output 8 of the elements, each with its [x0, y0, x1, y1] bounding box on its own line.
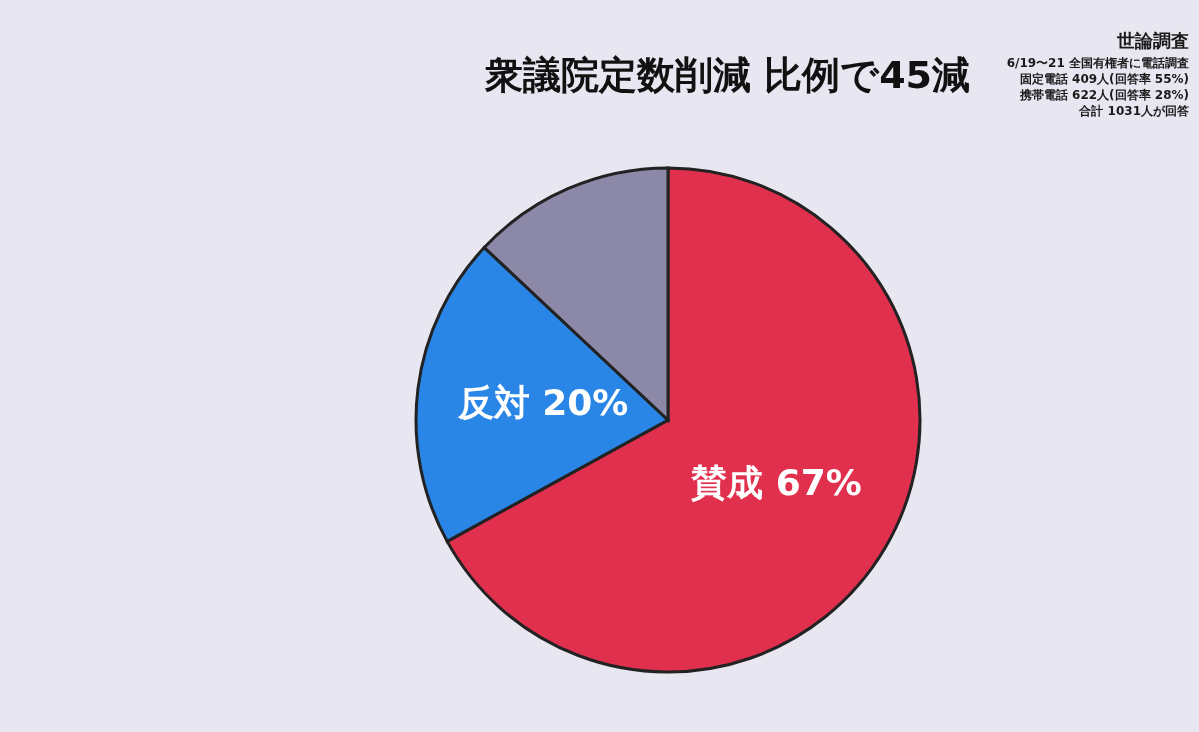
slice-label: 反対 20%	[456, 382, 629, 424]
text: 携帯電話 622人(回答率 28%)	[1018, 88, 1189, 102]
text: 固定電話 409人(回答率 55%)	[1019, 72, 1189, 86]
text: 世論調査	[1116, 30, 1189, 51]
text: 合計 1031人が回答	[1078, 104, 1190, 118]
chart-title: 衆議院定数削減 比例で45減	[483, 53, 971, 97]
slice-label: 賛成 67%	[690, 462, 862, 504]
text: 6/19〜21 全国有権者に電話調査	[1006, 56, 1189, 70]
